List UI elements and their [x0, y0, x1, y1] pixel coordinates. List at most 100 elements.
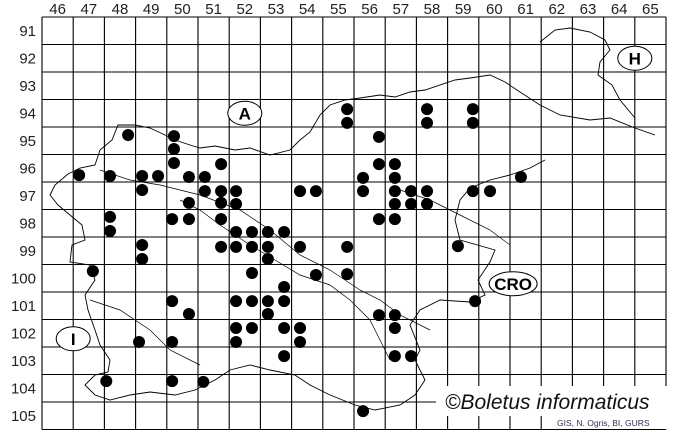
occurrence-dot — [215, 213, 228, 226]
occurrence-dot — [261, 240, 274, 253]
occurrence-dot — [104, 224, 117, 237]
occurrence-dot — [405, 185, 418, 198]
occurrence-dot — [514, 171, 527, 184]
occurrence-dot — [451, 240, 464, 253]
occurrence-dot — [136, 253, 149, 265]
occurrence-dot — [166, 336, 179, 349]
occurrence-dot — [294, 322, 307, 335]
occurrence-dot — [167, 157, 180, 170]
occurrence-dot — [341, 103, 354, 116]
occurrence-dot — [215, 158, 228, 171]
column-label: 56 — [361, 1, 378, 18]
occurrence-dot — [372, 130, 385, 143]
occurrence-dot — [230, 322, 243, 335]
country-labels: A H CRO I — [55, 45, 653, 352]
column-label: 50 — [174, 1, 191, 18]
occurrence-dot — [166, 295, 179, 308]
occurrence-dot — [215, 185, 228, 198]
occurrence-dot — [466, 185, 479, 198]
occurrence-dot — [388, 198, 401, 210]
occurrence-dot — [405, 350, 418, 363]
occurrence-dot — [261, 308, 274, 320]
occurrence-dot — [166, 213, 179, 226]
column-label: 51 — [205, 1, 222, 18]
occurrence-dot — [152, 169, 165, 182]
column-label: 63 — [580, 1, 597, 18]
occurrence-dots — [73, 103, 527, 418]
occurrence-dot — [136, 183, 149, 196]
row-label: 93 — [19, 78, 36, 95]
column-label: 61 — [517, 1, 534, 18]
map-grid — [41, 16, 667, 431]
occurrence-dot — [388, 171, 401, 184]
occurrence-dot — [421, 116, 434, 129]
occurrence-dot — [405, 198, 418, 210]
column-label: 55 — [330, 1, 347, 18]
occurrence-dot — [136, 169, 149, 182]
occurrence-dot — [341, 240, 354, 253]
occurrence-dot — [197, 375, 210, 388]
occurrence-dot — [372, 158, 385, 171]
occurrence-dot — [230, 240, 243, 253]
row-label: 95 — [19, 133, 36, 150]
row-label: 96 — [19, 160, 36, 177]
occurrence-dot — [167, 130, 180, 143]
copyright-text: ©Boletus informaticus — [445, 391, 650, 414]
occurrence-dot — [230, 198, 243, 210]
occurrence-dot — [341, 268, 354, 281]
occurrence-dot — [278, 322, 291, 335]
occurrence-dot — [421, 185, 434, 198]
row-label: 99 — [19, 243, 36, 260]
occurrence-dot — [278, 350, 291, 363]
column-label: 62 — [548, 1, 565, 18]
occurrence-dot — [104, 169, 117, 182]
occurrence-dot — [136, 238, 149, 251]
occurrence-dot — [230, 185, 243, 198]
occurrence-dot — [388, 158, 401, 171]
row-label: 104 — [11, 380, 36, 397]
occurrence-dot — [388, 309, 401, 322]
row-label: 101 — [11, 298, 36, 315]
row-label: 102 — [11, 325, 36, 342]
row-label: 92 — [19, 50, 36, 67]
occurrence-dot — [215, 240, 228, 253]
occurrence-dot — [357, 405, 370, 418]
country-label: I — [71, 330, 76, 349]
occurrence-dot — [245, 267, 258, 280]
credit-background — [553, 416, 668, 429]
occurrence-dot — [182, 171, 195, 184]
country-label-oval — [617, 45, 653, 71]
occurrence-dot — [100, 375, 113, 388]
occurrence-dot — [182, 213, 195, 226]
column-label: 65 — [642, 1, 659, 18]
copyright-background — [436, 386, 668, 416]
occurrence-dot — [198, 171, 211, 184]
occurrence-dot — [357, 185, 370, 198]
occurrence-dot — [309, 268, 322, 281]
occurrence-dot — [294, 185, 307, 198]
row-labels: 91 92 93 94 95 96 97 98 99 100 101 102 103 104 105 — [11, 23, 36, 425]
occurrence-dot — [230, 336, 243, 349]
country-label-oval — [55, 326, 91, 352]
column-label: 54 — [299, 1, 316, 18]
occurrence-dot — [278, 226, 291, 239]
occurrence-dot — [86, 265, 99, 278]
column-labels: 46 47 48 49 50 51 52 53 54 55 56 57 58 59 60 61 62 63 64 65 — [49, 1, 658, 18]
occurrence-dot — [388, 322, 401, 335]
occurrence-dot — [245, 226, 258, 239]
column-label: 47 — [80, 1, 97, 18]
column-label: 59 — [455, 1, 472, 18]
occurrence-dot — [309, 185, 322, 198]
occurrence-dot — [372, 309, 385, 322]
occurrence-dot — [245, 240, 258, 253]
occurrence-dot — [388, 350, 401, 363]
column-label: 48 — [112, 1, 129, 18]
occurrence-dot — [388, 185, 401, 198]
occurrence-dot — [166, 375, 179, 388]
row-label: 98 — [19, 215, 36, 232]
column-label: 46 — [49, 1, 66, 18]
country-label: A — [239, 104, 251, 123]
occurrence-dot — [469, 295, 482, 308]
row-label: 100 — [11, 270, 36, 287]
